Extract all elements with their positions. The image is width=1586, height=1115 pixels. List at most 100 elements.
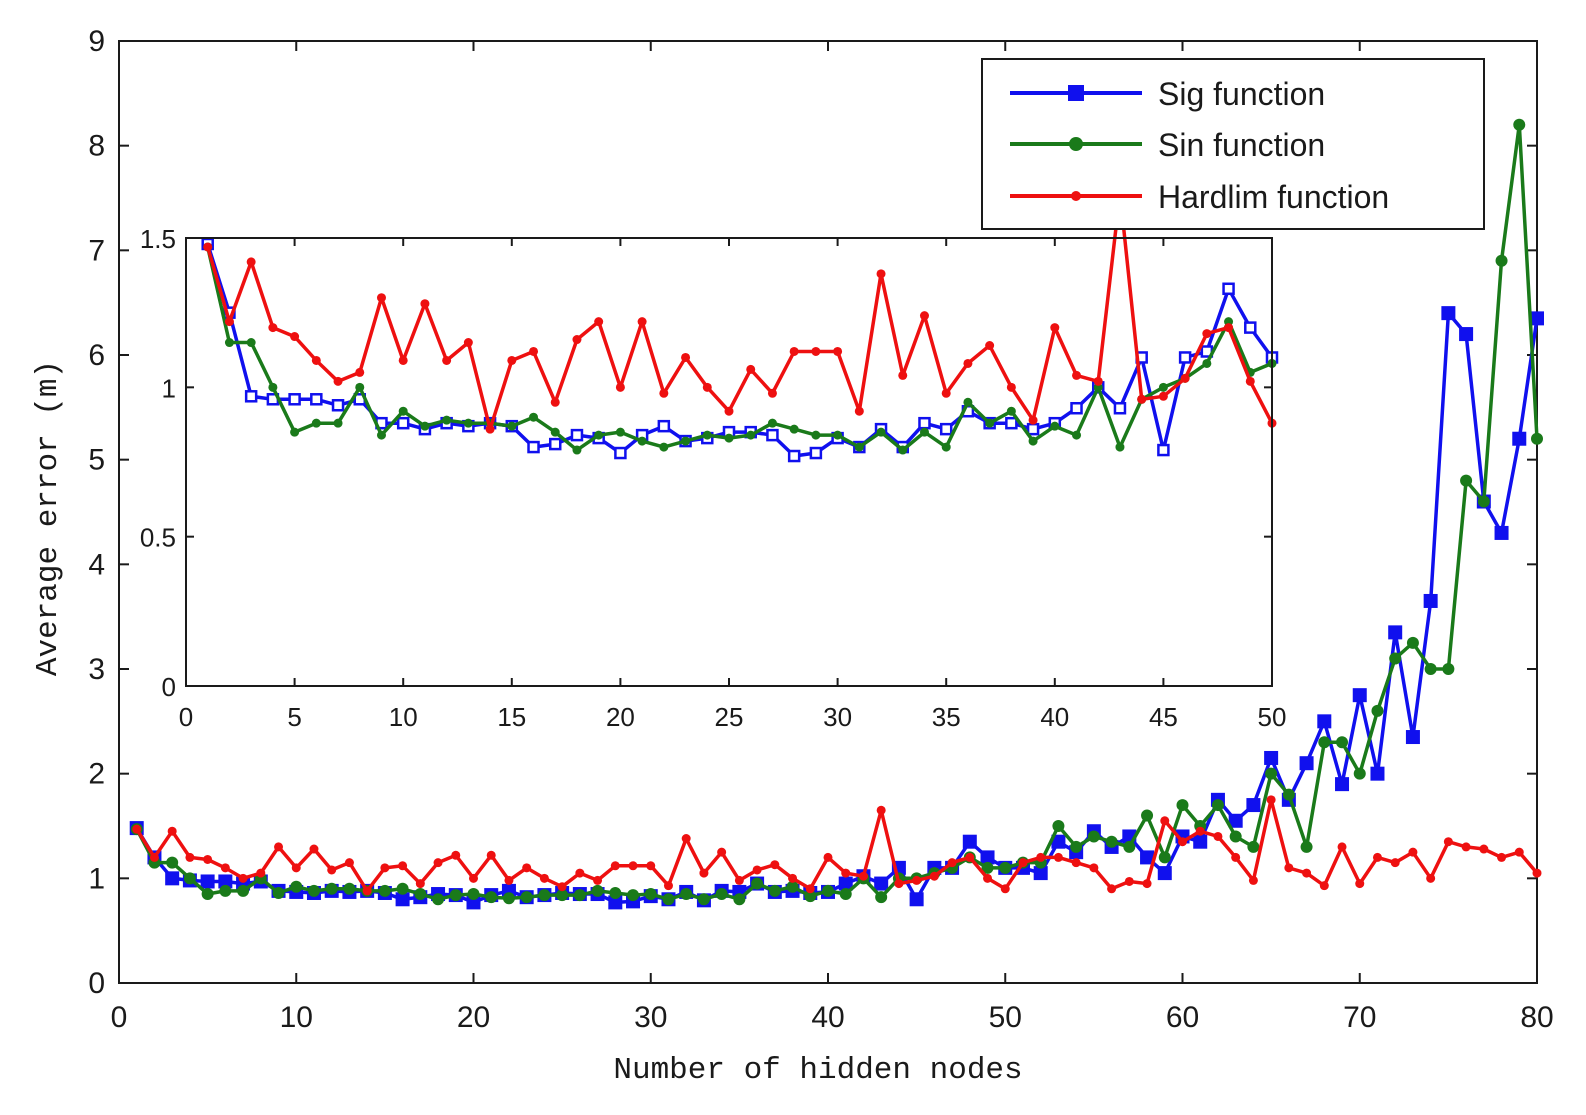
main-series-sin-function-point	[875, 891, 888, 904]
inset-series-sin-function-point	[442, 415, 452, 425]
main-series-hardlim-function-point	[1372, 852, 1382, 862]
inset-series-sin-function-line	[205, 246, 1273, 452]
main-series-sin-function-point	[1087, 830, 1100, 843]
inset-series-hardlim-function-point	[224, 317, 234, 327]
main-series-sig-function-point	[608, 895, 623, 910]
main-series-sig-function-point	[1352, 688, 1367, 703]
legend-marker-sig	[1068, 85, 1084, 101]
main-ytick-label: 4	[88, 548, 105, 581]
main-series-sin-function-point	[1460, 474, 1473, 487]
main-series-sin-function-point	[237, 884, 250, 897]
inset-series-sin-function-point	[637, 436, 647, 446]
main-series-sin-function-point	[485, 891, 498, 904]
main-series-hardlim-function-point	[1337, 842, 1347, 852]
inset-series-hardlim-function-point	[941, 388, 951, 398]
main-series-sin-function-point	[662, 893, 675, 906]
main-series-sig-function-point	[1512, 431, 1527, 446]
main-series-sin-function-point	[307, 884, 320, 897]
main-series-hardlim-function-point	[628, 861, 638, 871]
legend-label-sig: Sig function	[1158, 76, 1325, 112]
main-series-hardlim-function-point	[663, 881, 673, 891]
main-series-sig-function-point	[218, 874, 233, 889]
legend-marker-sin	[1069, 137, 1083, 151]
main-series-hardlim-function-point	[469, 873, 478, 883]
inset-series-hardlim-function-point	[203, 242, 213, 252]
main-series-hardlim-function-point	[451, 850, 461, 860]
inset-ytick-label: 0.5	[140, 523, 176, 553]
inset-series-sig-function-point	[787, 449, 801, 463]
main-series-sin-function-point	[715, 888, 728, 901]
inset-series-hardlim-function-point	[268, 323, 278, 333]
main-series-hardlim-function-point	[274, 842, 284, 852]
main-series-hardlim-function-point	[291, 863, 301, 873]
main-series-sig-function-point	[1051, 834, 1066, 849]
main-series-sin-function-point	[1176, 799, 1189, 812]
inset-series-sin-function-point	[659, 442, 669, 452]
inset-series-sin-function-point	[355, 382, 365, 392]
main-series-hardlim-function-point	[1053, 852, 1063, 862]
main-series-sin-function-point	[1318, 736, 1331, 749]
inset-series-hardlim-function-point	[1006, 382, 1016, 392]
main-series-hardlim-function-point	[681, 834, 691, 844]
inset-series-sig-function-point	[331, 399, 345, 412]
inset-series-sin-function-point	[550, 427, 560, 437]
main-series-hardlim-function-point	[344, 858, 354, 868]
main-ytick-label: 5	[88, 444, 105, 477]
main-series-sin-function-point	[1406, 636, 1419, 649]
inset-series-sin-function-point	[1072, 430, 1082, 440]
main-series-sig-function-point	[395, 892, 410, 907]
main-series-hardlim-function-point	[167, 826, 177, 836]
main-series-sin-function-point	[1424, 663, 1437, 675]
main-series-hardlim-function-point	[841, 868, 851, 878]
inset-plot: 0 5 10 15 20 25 30 35 40 45 50 0 0.5 1 1.5	[140, 188, 1286, 732]
inset-series-hardlim-function-point	[1093, 376, 1103, 386]
main-series-sig-function-point	[165, 871, 180, 886]
inset-ytick-label: 1.5	[140, 224, 176, 254]
inset-series-hardlim-function-point	[833, 346, 843, 356]
legend-label-hardlim: Hardlim function	[1158, 179, 1389, 215]
main-series-sin-function-point	[1442, 663, 1455, 675]
main-series-sin-function-point	[556, 889, 569, 902]
inset-series-hardlim-function-point	[507, 355, 517, 365]
main-series-sin-function-point	[680, 888, 693, 901]
legend-entry-hardlim: Hardlim function	[1010, 179, 1389, 215]
main-series-sin-function-point	[609, 886, 622, 899]
main-series-hardlim-function-point	[380, 863, 390, 873]
inset-series-sin-function-point	[224, 338, 234, 348]
main-series-sig-function-point	[200, 874, 215, 889]
main-series-sin-function-point	[1211, 799, 1224, 812]
main-series-hardlim-function-point	[1479, 844, 1489, 854]
main-ytick-label: 8	[88, 130, 105, 163]
main-series-sin-function-point	[1389, 652, 1402, 665]
main-series-hardlim-function-point	[1248, 875, 1258, 885]
inset-series-sin-function-point	[507, 421, 517, 431]
inset-series-sin-function-point	[789, 424, 799, 434]
main-series-hardlim-function-point	[1160, 816, 1170, 826]
main-ytick-label: 1	[88, 862, 105, 895]
main-series-sin-function-point	[804, 890, 817, 903]
inset-series-sig-function-point	[548, 437, 562, 451]
inset-series-sig-function-point	[288, 393, 301, 406]
inset-series-sin-function-point	[615, 427, 625, 437]
main-series-hardlim-function-point	[1514, 847, 1524, 857]
main-series-hardlim-function-point	[1355, 879, 1365, 889]
inset-xtick-label: 30	[823, 702, 852, 732]
main-series-sin-function-point	[201, 888, 214, 901]
main-series-sin-function-point	[786, 880, 799, 893]
main-series-sig-function-point	[980, 850, 995, 865]
main-series-sin-function-point	[644, 888, 657, 901]
inset-series-hardlim-function-point	[659, 388, 669, 398]
inset-series-sin-function-point	[311, 418, 321, 428]
main-xtick-label: 30	[634, 1001, 667, 1034]
main-series-sin-function-point	[981, 861, 994, 874]
inset-series-sin-function-point	[1028, 436, 1038, 446]
main-series-sin-function-point	[768, 884, 781, 897]
main-series-hardlim-function-point	[876, 805, 886, 815]
main-series-hardlim-function-point	[203, 854, 213, 864]
main-ytick-label: 7	[88, 234, 105, 267]
inset-xtick-label: 15	[497, 702, 526, 732]
inset-series-hardlim-function-point	[333, 376, 343, 386]
main-series-hardlim-function-point	[858, 871, 868, 881]
inset-series-hardlim-function-point	[876, 269, 886, 279]
